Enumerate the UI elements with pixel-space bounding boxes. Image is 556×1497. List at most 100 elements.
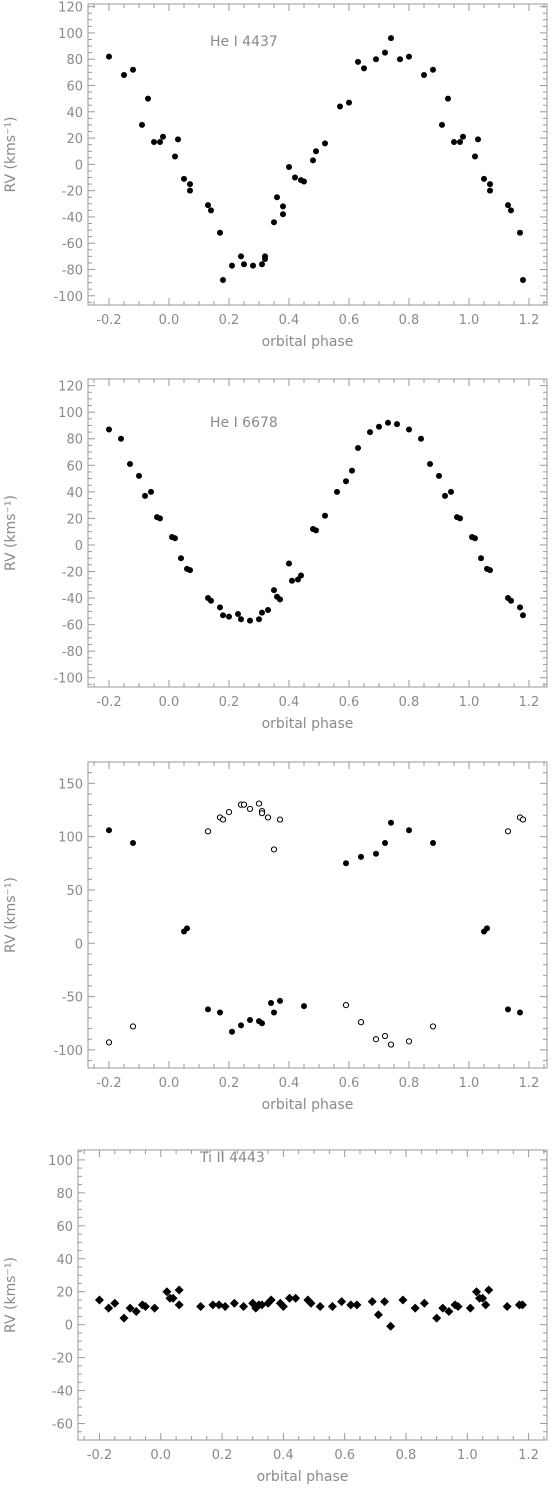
- data-point-open: [504, 828, 512, 835]
- data-point-diamond: [196, 1302, 206, 1312]
- data-point-diamond: [220, 1302, 230, 1312]
- data-point: [238, 616, 244, 623]
- x-tick-label: 0.2: [219, 1076, 240, 1091]
- data-point-open: [105, 1039, 113, 1046]
- data-point: [382, 840, 388, 847]
- data-point: [247, 617, 253, 624]
- x-tick-label: 1.2: [519, 695, 540, 710]
- x-tick-label: 0.4: [279, 313, 300, 328]
- data-point: [445, 95, 451, 102]
- data-point-diamond: [285, 1293, 295, 1303]
- data-point-diamond: [315, 1302, 325, 1312]
- data-point: [358, 853, 364, 860]
- data-point-diamond: [444, 1306, 454, 1316]
- data-point-open: [129, 1023, 137, 1030]
- data-point: [406, 827, 412, 834]
- data-point: [172, 153, 178, 160]
- data-point-diamond: [150, 1303, 160, 1313]
- data-point-diamond: [229, 1298, 239, 1308]
- data-point: [472, 153, 478, 160]
- data-point: [436, 472, 442, 479]
- data-point: [517, 1009, 523, 1016]
- data-point-open: [387, 1041, 395, 1048]
- data-point: [388, 819, 394, 826]
- data-point: [226, 613, 232, 620]
- data-point: [397, 56, 403, 63]
- data-point-diamond: [465, 1303, 475, 1313]
- chart-panel-2: -0.2 0.0 0.2 0.4 0.6 0.8 1.0 1.2 -100 -80 -60 -40 -2…: [3, 378, 548, 732]
- data-point: [271, 219, 277, 226]
- data-point-diamond: [478, 1293, 488, 1303]
- x-tick-label: 1.0: [459, 695, 480, 710]
- y-axis-label: RV (kms⁻¹): [3, 877, 19, 953]
- spectral-line-label: Ti II 4443: [199, 1150, 265, 1166]
- data-point-diamond: [104, 1303, 114, 1313]
- data-point-diamond: [484, 1285, 494, 1295]
- x-tick-label: 0.8: [396, 1448, 417, 1463]
- data-point: [220, 277, 226, 284]
- data-point: [448, 488, 454, 495]
- y-tick-label: 80: [66, 53, 83, 68]
- data-point: [172, 535, 178, 542]
- x-tick-label: 0.0: [159, 313, 180, 328]
- data-point-diamond: [453, 1302, 463, 1312]
- y-tick-label: 60: [56, 1220, 73, 1235]
- data-point: [250, 262, 256, 269]
- y-axis-label: RV (kms⁻¹): [3, 1257, 19, 1333]
- data-point: [334, 488, 340, 495]
- data-point-diamond: [251, 1303, 261, 1313]
- y-tick-label: -40: [62, 211, 83, 226]
- y-tick-label: 50: [66, 884, 83, 899]
- data-point: [451, 139, 457, 146]
- data-point: [487, 187, 493, 194]
- y-tick-label: -100: [53, 290, 83, 305]
- x-tick-label: 0.4: [279, 1076, 300, 1091]
- y-tick-label: 80: [66, 433, 83, 448]
- data-point: [472, 535, 478, 542]
- y-tick-label: -20: [62, 185, 83, 200]
- data-point-diamond: [208, 1300, 218, 1310]
- data-point: [508, 597, 514, 604]
- x-tick-label: 1.2: [518, 1448, 539, 1463]
- y-tick-label: -60: [62, 619, 83, 634]
- y-tick-label: -100: [53, 1044, 83, 1059]
- y-tick-label: 100: [48, 1154, 73, 1169]
- data-point: [355, 445, 361, 452]
- x-tick-label: 0.2: [212, 1448, 233, 1463]
- data-point: [157, 139, 163, 146]
- y-axis-label: RV (kms⁻¹): [3, 117, 19, 193]
- y-tick-label: 100: [58, 406, 83, 421]
- x-tick-label: 0.2: [219, 695, 240, 710]
- y-axis-label: RV (kms⁻¹): [3, 495, 19, 571]
- y-tick-label: 40: [66, 106, 83, 121]
- data-point: [247, 1017, 253, 1024]
- data-point-diamond: [140, 1302, 150, 1312]
- data-point-open: [342, 1001, 350, 1009]
- data-point: [130, 66, 136, 73]
- data-point-diamond: [386, 1321, 396, 1331]
- data-point: [442, 492, 448, 499]
- x-tick-label: 1.0: [459, 313, 480, 328]
- y-tick-label: -60: [52, 1418, 73, 1433]
- data-point: [265, 607, 271, 613]
- data-point: [376, 423, 382, 430]
- x-tick-label: 0.6: [339, 695, 360, 710]
- x-tick-label: -0.2: [96, 313, 121, 328]
- x-tick-label: 0.8: [399, 313, 420, 328]
- data-point: [205, 202, 211, 209]
- data-point-diamond: [410, 1303, 420, 1313]
- plot-frame: [87, 3, 548, 306]
- data-point: [367, 429, 373, 436]
- data-point: [160, 133, 166, 140]
- data-point: [259, 261, 265, 268]
- y-tick-label: 20: [66, 512, 83, 527]
- data-point: [139, 121, 145, 128]
- x-axis-label: orbital phase: [257, 1469, 349, 1485]
- plot-frame: [87, 761, 548, 1069]
- data-point: [355, 58, 361, 65]
- y-tick-label: 0: [65, 1319, 73, 1334]
- data-point: [427, 460, 433, 467]
- data-point: [106, 426, 112, 433]
- x-tick-label: 0.6: [339, 1076, 360, 1091]
- data-point: [361, 65, 367, 72]
